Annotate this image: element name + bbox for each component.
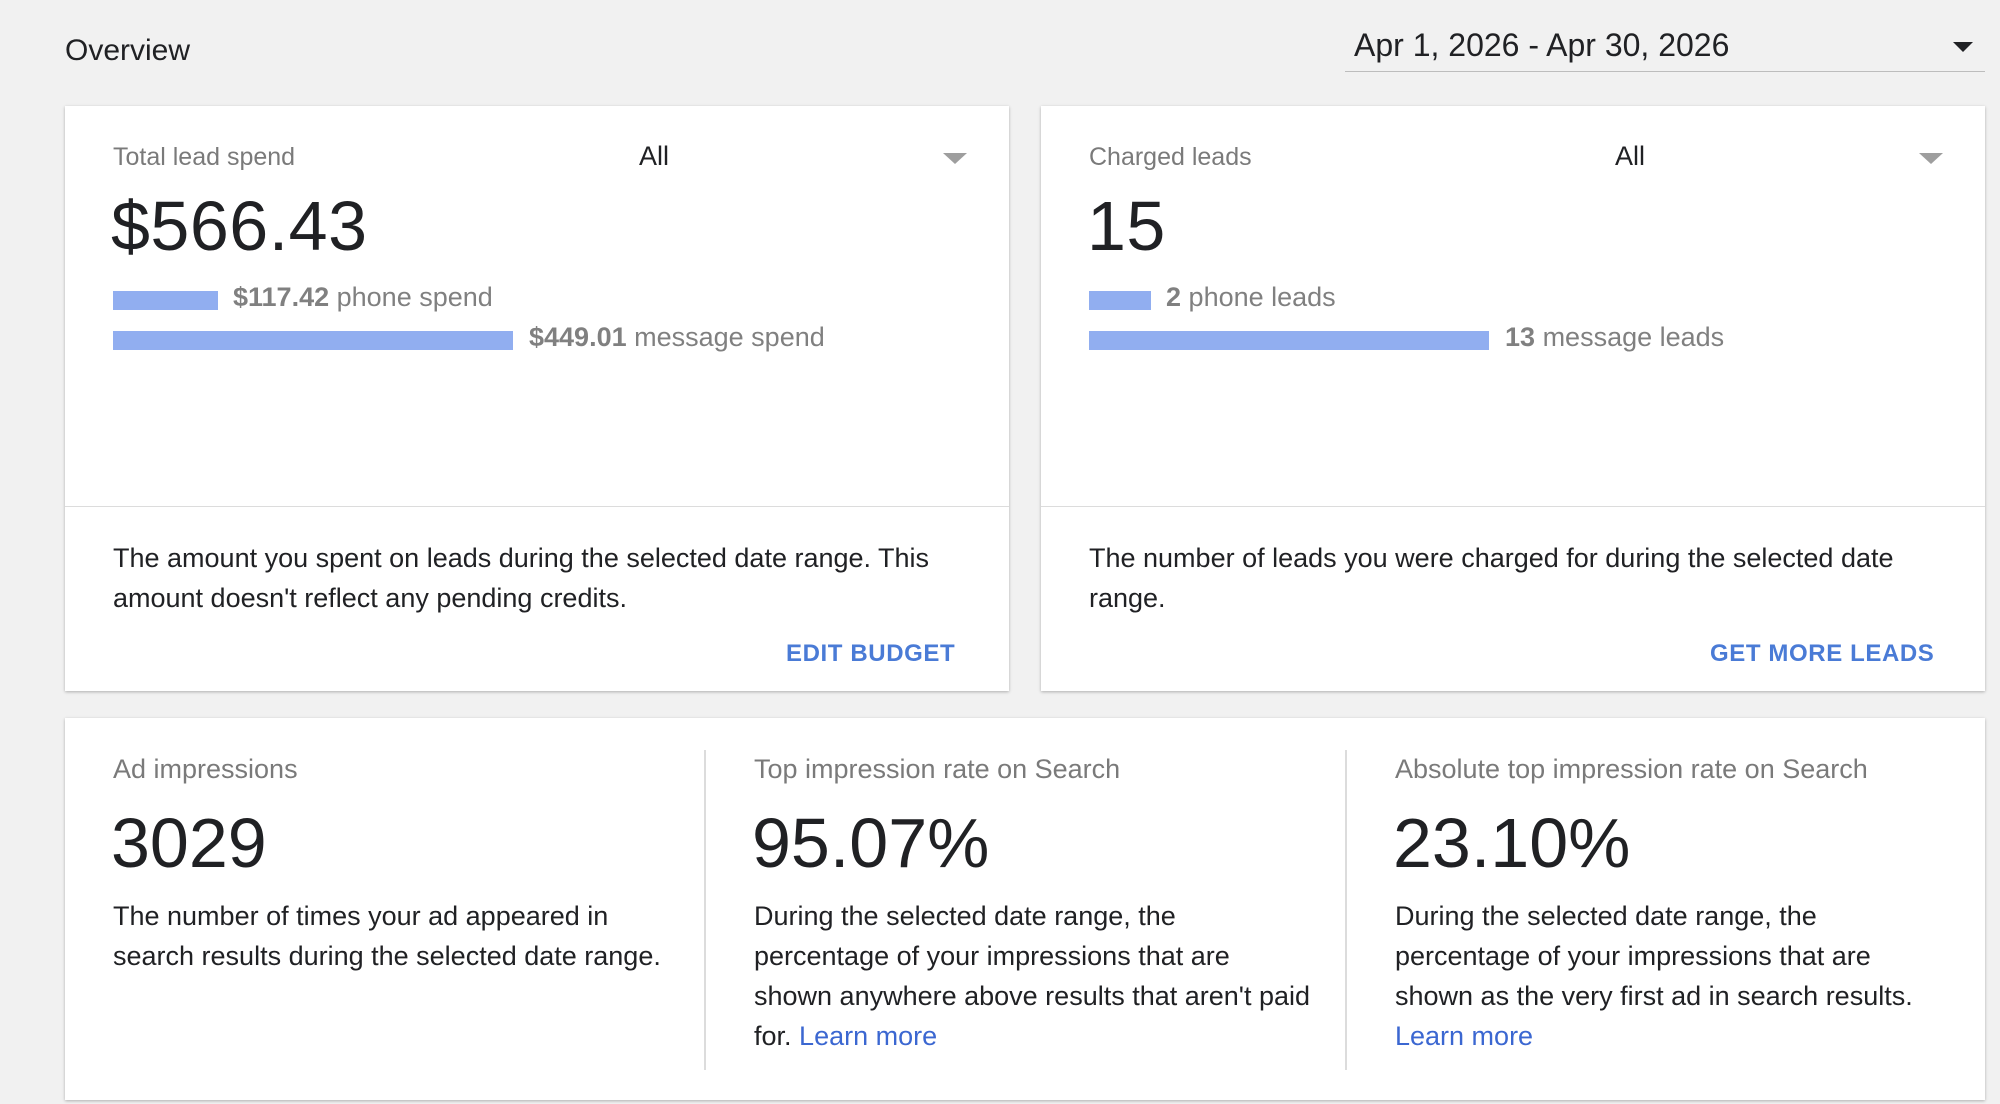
leads-description: The number of leads you were charged for… xyxy=(1089,543,1894,613)
metric-divider xyxy=(704,750,706,1070)
metric-label: Absolute top impression rate on Search xyxy=(1395,754,1868,784)
metric-value: 95.07% xyxy=(752,804,990,882)
card-summary xyxy=(65,106,1009,507)
edit-budget-button[interactable]: EDIT BUDGET xyxy=(786,640,956,667)
metric-value: 3029 xyxy=(111,804,267,882)
get-more-leads-button[interactable]: GET MORE LEADS xyxy=(1710,640,1935,667)
overview-title: Overview xyxy=(65,34,191,67)
impressions-card: Ad impressions 3029 The number of times … xyxy=(65,718,1985,1100)
metric-divider xyxy=(1345,750,1347,1070)
learn-more-link[interactable]: Learn more xyxy=(799,1021,938,1051)
message-spend-bar xyxy=(113,331,513,350)
message-leads-bar xyxy=(1089,331,1489,350)
metric-value: 23.10% xyxy=(1393,804,1631,882)
date-range-text: Apr 1, 2026 - Apr 30, 2026 xyxy=(1354,27,1730,63)
message-spend-text: $449.01 message spend xyxy=(529,322,825,352)
metric-top-impression-rate: Top impression rate on Search 95.07% Dur… xyxy=(752,718,1314,1100)
phone-spend-bar xyxy=(113,291,218,310)
metric-label: Top impression rate on Search xyxy=(754,754,1121,784)
charged-leads-value: 15 xyxy=(1087,187,1166,265)
leads-filter-dropdown[interactable]: All xyxy=(1615,141,1646,171)
metric-description: The number of times your ad appeared in … xyxy=(113,901,661,971)
chevron-down-icon xyxy=(1953,42,1973,52)
total-lead-spend-card: Total lead spend All $566.43 $117.42 pho… xyxy=(65,106,1009,691)
card-label: Total lead spend xyxy=(113,143,296,171)
metric-absolute-top-impression-rate: Absolute top impression rate on Search 2… xyxy=(1393,718,1955,1100)
chevron-down-icon[interactable] xyxy=(1919,153,1943,164)
card-summary xyxy=(1041,106,1985,507)
chevron-down-icon[interactable] xyxy=(943,153,967,164)
metric-label: Ad impressions xyxy=(113,754,298,784)
date-range-picker[interactable]: Apr 1, 2026 - Apr 30, 2026 xyxy=(1345,22,1985,72)
metric-description: During the selected date range, the perc… xyxy=(1395,901,1913,1051)
charged-leads-card: Charged leads All 15 2 phone leads 13 me… xyxy=(1041,106,1985,691)
message-leads-text: 13 message leads xyxy=(1505,322,1725,352)
phone-spend-text: $117.42 phone spend xyxy=(233,282,493,312)
learn-more-link[interactable]: Learn more xyxy=(1395,1021,1534,1051)
spend-filter-dropdown[interactable]: All xyxy=(639,141,670,171)
spend-description: The amount you spent on leads during the… xyxy=(113,543,930,613)
metric-ad-impressions: Ad impressions 3029 The number of times … xyxy=(111,718,673,1100)
metric-description: During the selected date range, the perc… xyxy=(754,901,1310,1051)
phone-leads-text: 2 phone leads xyxy=(1166,282,1336,312)
phone-leads-bar xyxy=(1089,291,1151,310)
total-spend-value: $566.43 xyxy=(111,187,368,265)
card-label: Charged leads xyxy=(1089,143,1252,171)
